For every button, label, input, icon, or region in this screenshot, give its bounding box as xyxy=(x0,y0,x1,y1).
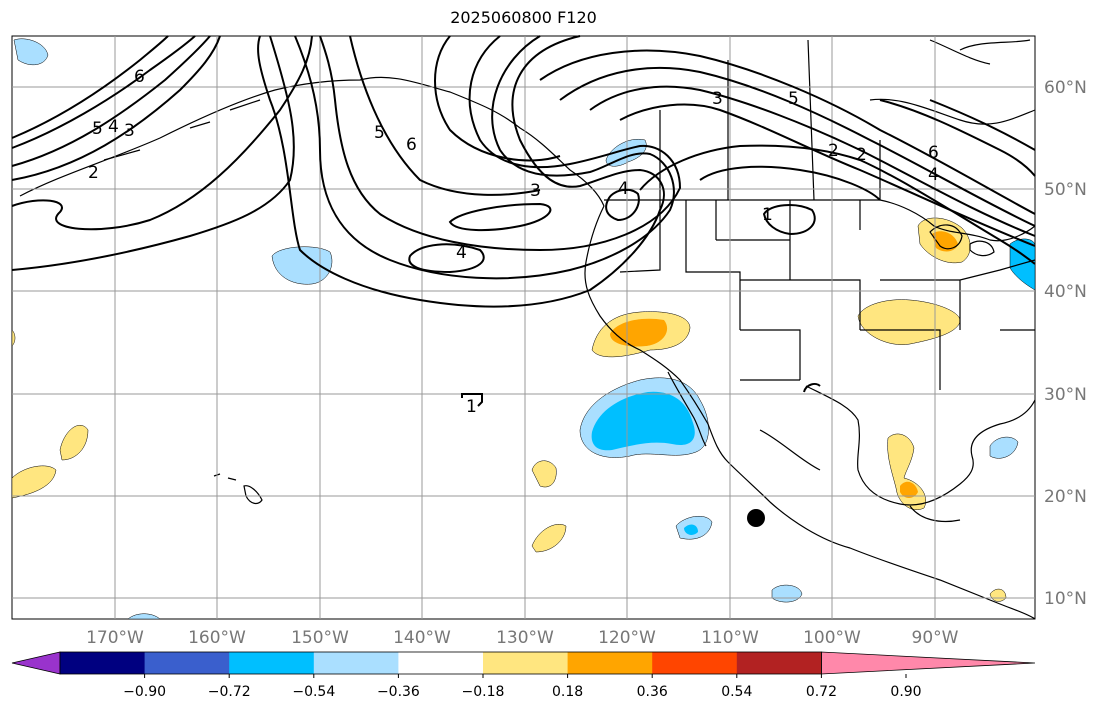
colorbar-tick-label: −0.18 xyxy=(462,684,505,700)
lat-label: 20°N xyxy=(1044,487,1087,507)
contour-label: 4 xyxy=(108,117,119,137)
colorbar-swatch xyxy=(144,652,230,674)
colorbar-tick-label: 0.54 xyxy=(721,684,752,700)
colorbar-swatch xyxy=(736,652,822,674)
colorbar-tick-label: −0.36 xyxy=(377,684,420,700)
colorbar-tick-label: 0.18 xyxy=(552,684,583,700)
contour-label-group: 6 5 4 3 2 5 6 3 4 4 3 5 2 6 4 1 1 2 xyxy=(88,67,939,417)
lon-label: 150°W xyxy=(291,628,349,648)
coastlines-borders xyxy=(19,39,1036,620)
storm-position-marker xyxy=(747,509,765,527)
contour-label: 3 xyxy=(530,181,541,201)
colorbar-extend-high xyxy=(821,651,1036,675)
contour-label: 2 xyxy=(856,145,867,165)
colorbar-tick-label: −0.54 xyxy=(292,684,335,700)
contour-label: 4 xyxy=(456,243,467,263)
colorbar-tick-label: −0.72 xyxy=(208,684,251,700)
colorbar-swatch xyxy=(229,652,315,674)
lat-label: 50°N xyxy=(1044,180,1087,200)
contour-label: 6 xyxy=(406,135,417,155)
colorbar-swatch xyxy=(652,652,738,674)
contour-label: 1 xyxy=(466,397,477,417)
lat-label: 40°N xyxy=(1044,282,1087,302)
colorbar: −0.90 −0.72 −0.54 −0.36 −0.18 0.18 0.36 0.54 0.7… xyxy=(11,651,1036,700)
contour-label: 4 xyxy=(928,165,939,185)
colorbar-outline xyxy=(59,651,822,675)
contour-label: 2 xyxy=(828,141,839,161)
lon-label: 170°W xyxy=(86,628,144,648)
colorbar-swatch xyxy=(567,652,653,674)
contour-label: 5 xyxy=(92,119,103,139)
lon-label: 130°W xyxy=(496,628,554,648)
lat-label: 60°N xyxy=(1044,78,1087,98)
latitude-labels: 60°N 50°N 40°N 30°N 20°N 10°N xyxy=(1044,78,1087,609)
colorbar-extend-low xyxy=(11,651,61,675)
contour-label: 1 xyxy=(762,205,773,225)
colorbar-swatch xyxy=(60,652,146,674)
contour-label: 6 xyxy=(134,67,145,87)
lat-label: 10°N xyxy=(1044,589,1087,609)
colorbar-swatch xyxy=(483,652,569,674)
lat-label: 30°N xyxy=(1044,385,1087,405)
colorbar-swatch xyxy=(398,652,484,674)
longitude-labels: 170°W 160°W 150°W 140°W 130°W 120°W 110°… xyxy=(86,628,959,648)
lon-label: 120°W xyxy=(598,628,656,648)
lon-label: 160°W xyxy=(188,628,246,648)
contour-label: 6 xyxy=(928,143,939,163)
contour-label: 5 xyxy=(788,89,799,109)
chart-title: 2025060800 F120 xyxy=(450,8,597,27)
contour-label: 5 xyxy=(374,123,385,143)
colorbar-tick-label: 0.90 xyxy=(890,684,921,700)
colorbar-tick-label: 0.72 xyxy=(806,684,837,700)
contour-lines xyxy=(11,35,1036,407)
colorbar-tick-label: 0.36 xyxy=(637,684,668,700)
lon-label: 110°W xyxy=(701,628,759,648)
contour-label: 3 xyxy=(124,121,135,141)
lon-label: 100°W xyxy=(803,628,861,648)
colorbar-tick-label: −0.90 xyxy=(123,684,166,700)
colorbar-swatch xyxy=(313,652,399,674)
contour-label: 4 xyxy=(618,179,629,199)
contour-label: 3 xyxy=(712,89,723,109)
contour-label: 2 xyxy=(88,163,99,183)
lon-label: 90°W xyxy=(912,628,959,648)
lon-label: 140°W xyxy=(393,628,451,648)
